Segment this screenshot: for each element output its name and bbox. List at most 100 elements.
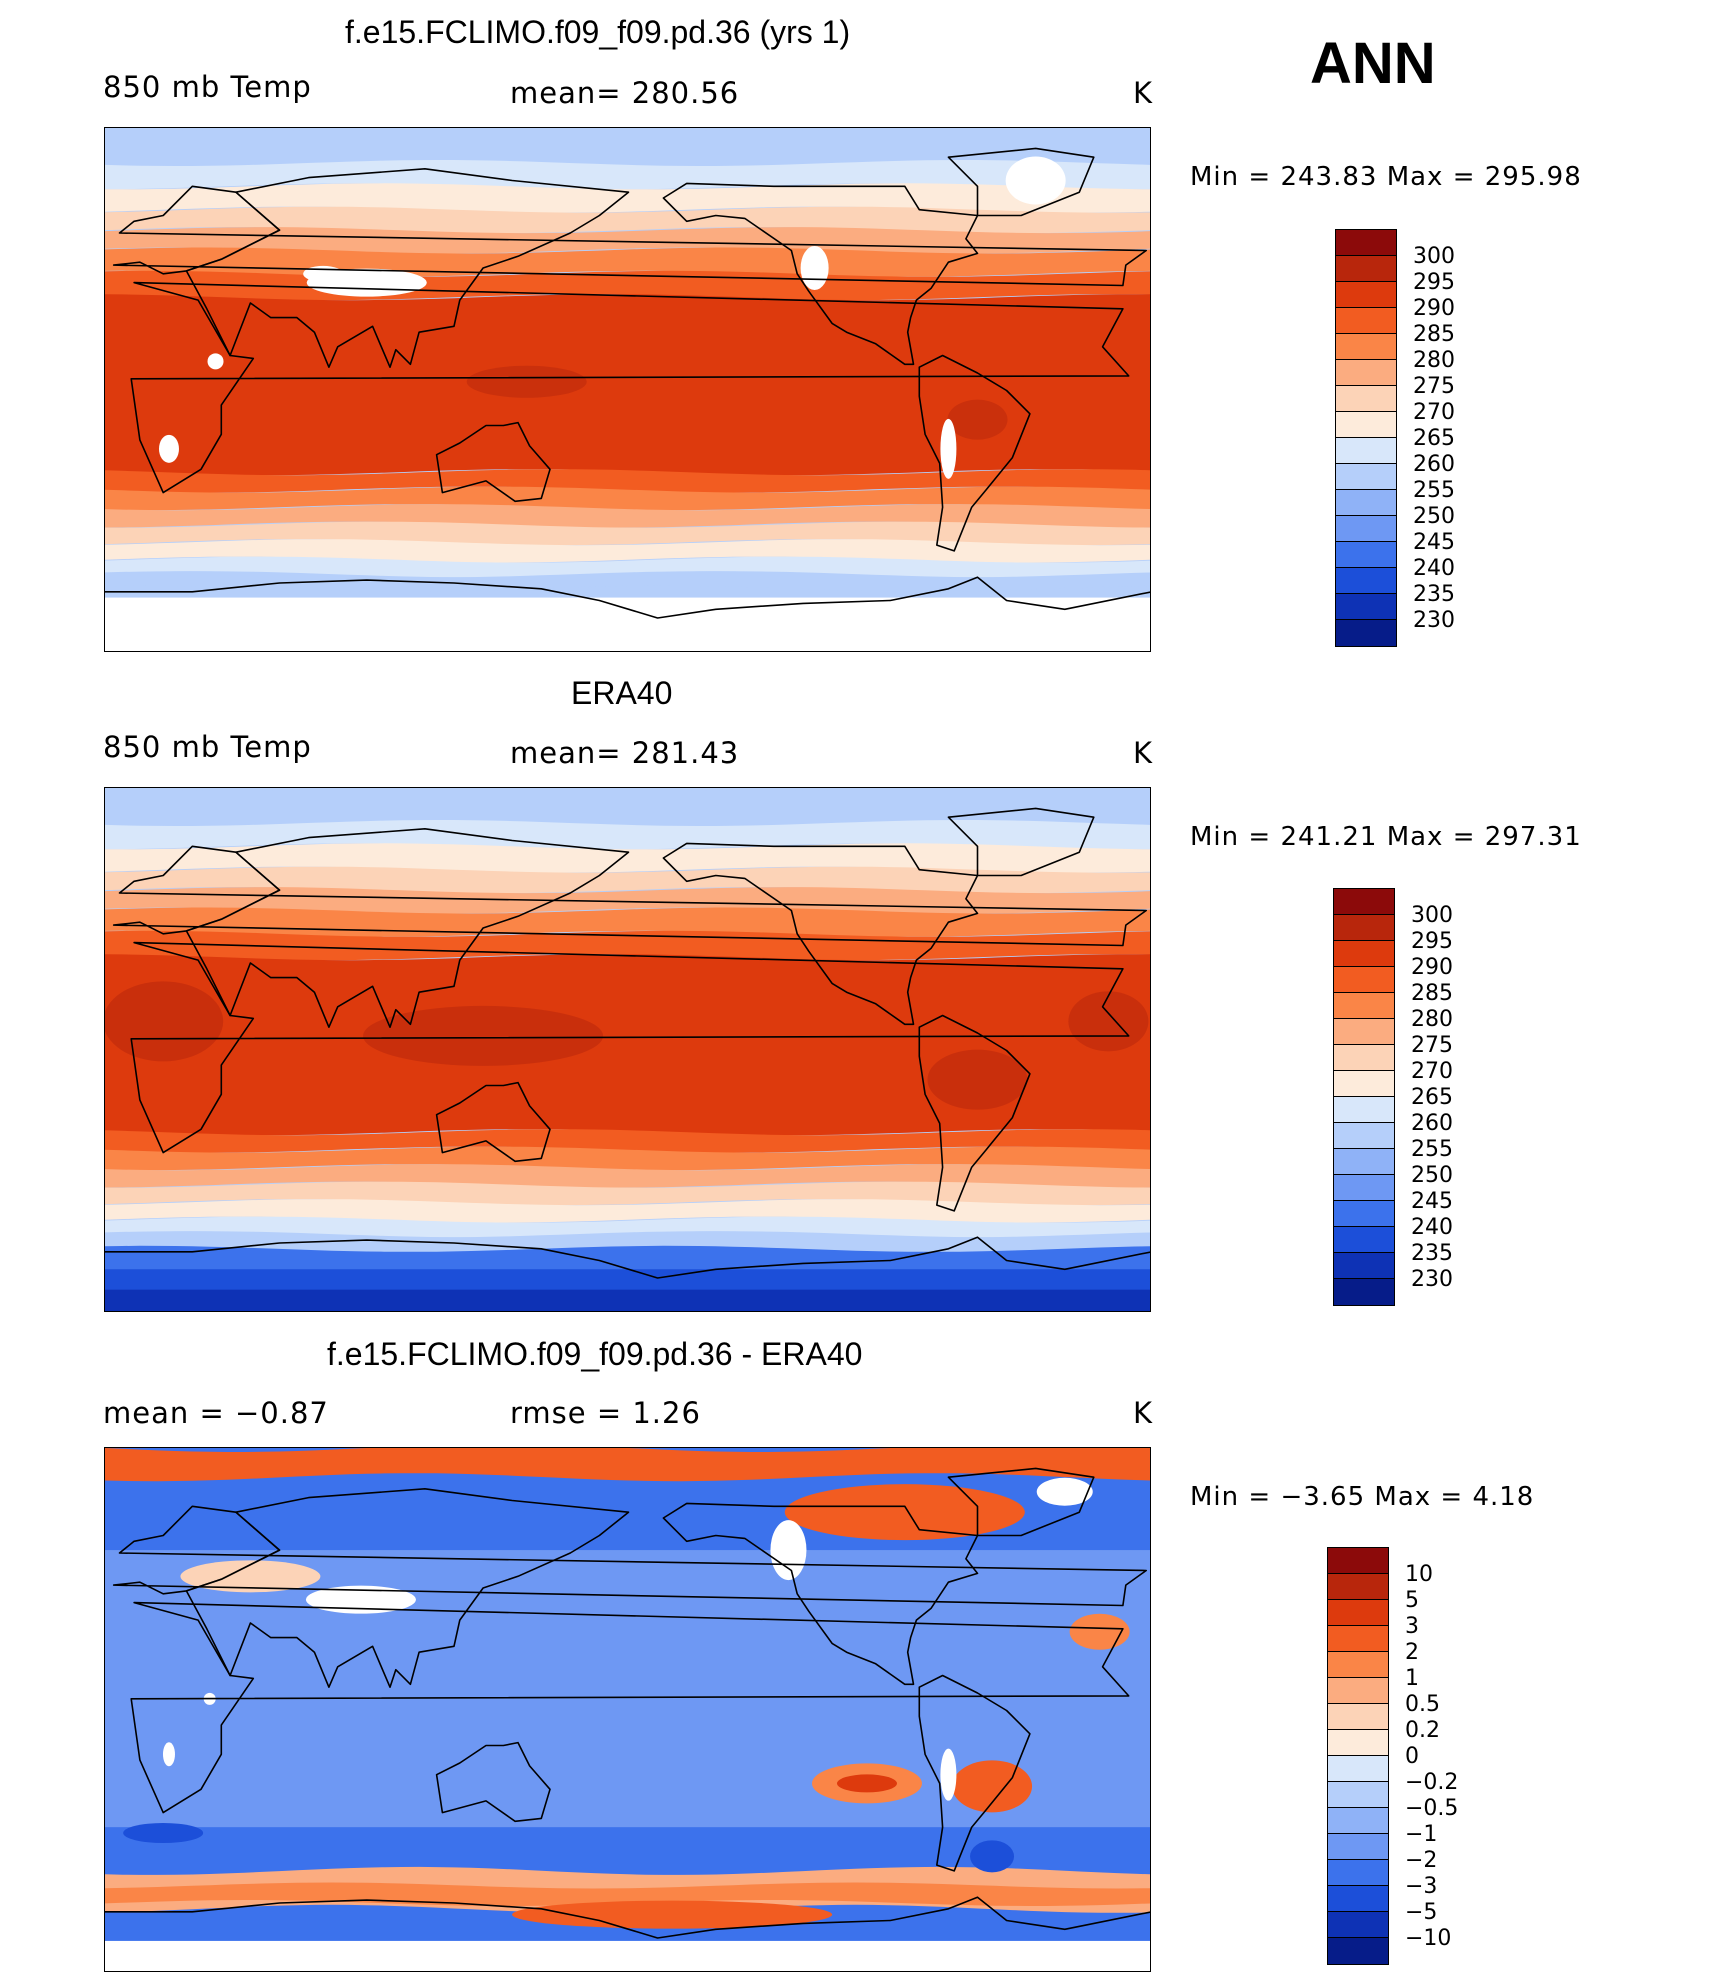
colorbar-swatch xyxy=(1328,1678,1388,1704)
colorbar-tick-label: 230 xyxy=(1413,608,1455,633)
antarctica-coastline xyxy=(105,1236,1150,1279)
warm-core xyxy=(947,399,1008,440)
africa-coastline xyxy=(130,1601,1130,1814)
temperature-band xyxy=(105,521,1150,546)
colorbar-tick-label: 0.5 xyxy=(1405,1692,1440,1717)
colorbar-tick-label: −1 xyxy=(1405,1822,1438,1847)
masked-high-terrain xyxy=(770,1520,807,1581)
colorbar-swatch xyxy=(1334,1253,1394,1279)
temperature-band xyxy=(105,1164,1150,1188)
patagonia-cold-bias xyxy=(970,1840,1015,1873)
colorbar-swatch xyxy=(1334,1097,1394,1123)
panel1-variable-label: 850 mb Temp xyxy=(103,70,312,104)
colorbar-tick-label: 2 xyxy=(1405,1640,1419,1665)
colorbar-tick-label: 230 xyxy=(1411,1267,1453,1292)
colorbar-swatch xyxy=(1336,620,1396,646)
masked-high-terrain xyxy=(303,265,344,282)
masked-high-terrain xyxy=(305,1585,416,1614)
colorbar-tick-label: 270 xyxy=(1411,1059,1453,1084)
warm-core xyxy=(1068,991,1149,1052)
namerica-coastline xyxy=(662,1502,979,1686)
colorbar-tick-label: 255 xyxy=(1413,478,1455,503)
panel3-units-label: K xyxy=(1133,1396,1154,1430)
colorbar-swatch xyxy=(1336,490,1396,516)
colorbar-swatch xyxy=(1336,256,1396,282)
colorbar-tick-label: 255 xyxy=(1411,1137,1453,1162)
colorbar-swatch xyxy=(1328,1548,1388,1574)
warm-core xyxy=(363,1005,604,1066)
colorbar-tick-label: 235 xyxy=(1413,582,1455,607)
arctic-warm-bias xyxy=(105,1448,1150,1482)
temperature-band xyxy=(105,128,1150,166)
colorbar-tick-label: 300 xyxy=(1411,903,1453,928)
temperature-band xyxy=(105,866,1150,894)
colorbar-swatch xyxy=(1334,889,1394,915)
panel3-map xyxy=(104,1447,1151,1972)
colorbar-tick-label: 260 xyxy=(1411,1111,1453,1136)
temperature-band xyxy=(105,469,1150,493)
colorbar-swatch xyxy=(1334,1123,1394,1149)
colorbar-swatch xyxy=(1336,542,1396,568)
panel2-title: ERA40 xyxy=(571,675,673,711)
masked-high-terrain xyxy=(1036,1477,1093,1506)
colorbar-tick-label: 260 xyxy=(1413,452,1455,477)
south-atlantic-cold-bias xyxy=(123,1823,204,1843)
panel1-minmax: Min = 243.83 Max = 295.98 xyxy=(1190,162,1582,192)
samerica-coastline xyxy=(918,1014,1031,1212)
ross-sea-warm-bias xyxy=(512,1900,833,1929)
colorbar-swatch xyxy=(1336,282,1396,308)
colorbar-tick-label: −0.5 xyxy=(1405,1796,1459,1821)
colorbar-swatch xyxy=(1328,1652,1388,1678)
atlantic-warm-bias xyxy=(1069,1613,1130,1650)
temperature-band xyxy=(105,788,1150,826)
colorbar-tick-label: 250 xyxy=(1413,504,1455,529)
temperature-band xyxy=(105,486,1150,511)
temperature-band xyxy=(105,1181,1150,1206)
masked-high-terrain xyxy=(940,1748,957,1801)
panel2-map xyxy=(104,787,1151,1312)
colorbar-swatch xyxy=(1334,1019,1394,1045)
colorbar-tick-label: −2 xyxy=(1405,1848,1438,1873)
colorbar-tick-label: 265 xyxy=(1413,426,1455,451)
temperature-band xyxy=(105,160,1150,190)
colorbar-swatch xyxy=(1336,360,1396,386)
africa-coastline xyxy=(130,281,1130,494)
panel3-minmax: Min = −3.65 Max = 4.18 xyxy=(1190,1482,1535,1512)
colorbar-swatch xyxy=(1328,1704,1388,1730)
panel3-map-field xyxy=(105,1448,1150,1971)
colorbar-swatch xyxy=(1336,334,1396,360)
colorbar-tick-label: 250 xyxy=(1411,1163,1453,1188)
colorbar-box xyxy=(1327,1547,1389,1965)
colorbar-swatch xyxy=(1334,967,1394,993)
panel1-map-field xyxy=(105,128,1150,651)
colorbar-swatch xyxy=(1328,1808,1388,1834)
south-america-warm-bias xyxy=(952,1760,1033,1813)
panel2-units-label: K xyxy=(1133,736,1154,770)
colorbar-swatch xyxy=(1334,1227,1394,1253)
panel2-variable-label: 850 mb Temp xyxy=(103,730,312,764)
asia-coastline xyxy=(185,828,630,1028)
colorbar-swatch xyxy=(1328,1912,1388,1938)
namerica-coastline xyxy=(662,842,979,1026)
colorbar-tick-label: 10 xyxy=(1405,1562,1433,1587)
panel2-mean-label: mean= 281.43 xyxy=(510,736,740,770)
antarctica-coastline xyxy=(105,1896,1150,1939)
temperature-band xyxy=(105,183,1150,213)
colorbar-box xyxy=(1333,888,1395,1306)
temperature-band xyxy=(105,930,1150,961)
colorbar-swatch xyxy=(1336,386,1396,412)
colorbar-tick-label: 300 xyxy=(1413,244,1455,269)
colorbar-tick-label: 245 xyxy=(1413,530,1455,555)
colorbar-tick-label: 280 xyxy=(1411,1007,1453,1032)
samerica-coastline xyxy=(918,354,1031,552)
greenland-coastline xyxy=(947,147,1095,217)
colorbar-swatch xyxy=(1336,308,1396,334)
colorbar-swatch xyxy=(1334,993,1394,1019)
colorbar-swatch xyxy=(1336,594,1396,620)
colorbar-tick-label: 0 xyxy=(1405,1744,1419,1769)
panel3-mean-label: mean = −0.87 xyxy=(103,1396,329,1430)
samerica-coastline xyxy=(918,1674,1031,1872)
colorbar-tick-label: 5 xyxy=(1405,1588,1419,1613)
colorbar-tick-label: −5 xyxy=(1405,1900,1438,1925)
colorbar-swatch xyxy=(1328,1860,1388,1886)
